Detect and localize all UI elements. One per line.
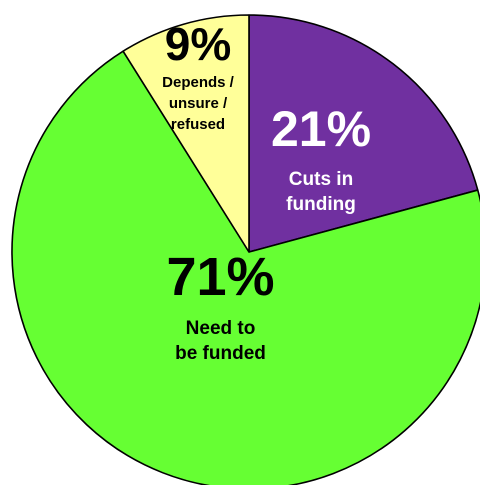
category-label-depends-unsure-refused-line-1: Depends / (162, 74, 235, 91)
category-label-cuts-in-funding-line-1: Cuts in (289, 169, 353, 190)
data-label-cuts-in-funding-percent: 21% (271, 101, 371, 157)
data-label-need-to-be-funded-percent: 71% (166, 247, 274, 307)
category-label-depends-unsure-refused-line-2: unsure / (169, 95, 228, 112)
slice-need-to-be-funded (11, 50, 480, 485)
category-label-cuts-in-funding-line-2: funding (286, 194, 356, 215)
pie-slices (11, 14, 480, 485)
category-label-need-to-be-funded-line-1: Need to (186, 318, 256, 339)
data-label-depends-unsure-refused-percent: 9% (165, 18, 231, 70)
category-label-need-to-be-funded-line-2: be funded (175, 343, 266, 364)
pie-labels: 21% Cuts in funding 71% Need to be funded 9% De… (162, 18, 371, 364)
slice-depends-unsure-refused (122, 14, 250, 253)
category-label-depends-unsure-refused-line-3: refused (171, 116, 225, 133)
slice-cuts-in-funding (248, 14, 479, 253)
